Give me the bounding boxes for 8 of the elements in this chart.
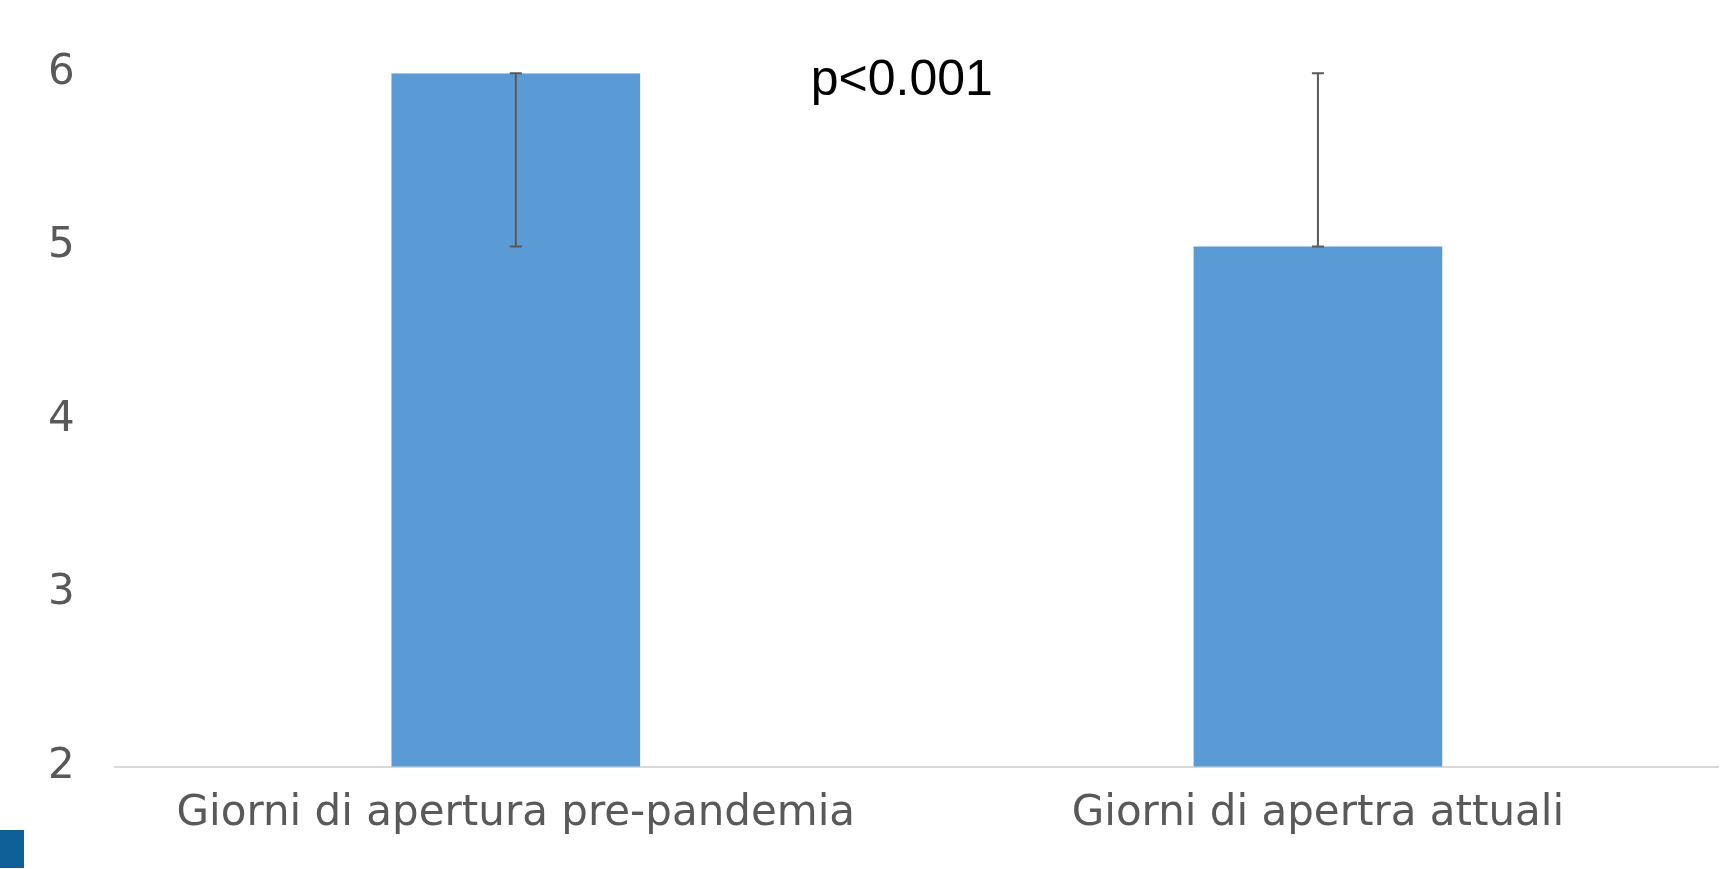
y-tick-label: 2	[47, 738, 75, 788]
y-tick-label: 4	[47, 391, 75, 441]
y-tick-label: 3	[47, 565, 75, 615]
y-tick-label: 6	[47, 45, 75, 95]
y-tick-label: 5	[47, 218, 75, 268]
x-tick-label: Giorni di apertra attuali	[1071, 785, 1565, 835]
x-tick-label: Giorni di apertura pre-pandemia	[176, 785, 856, 835]
annotation: p<0.001	[810, 49, 993, 106]
